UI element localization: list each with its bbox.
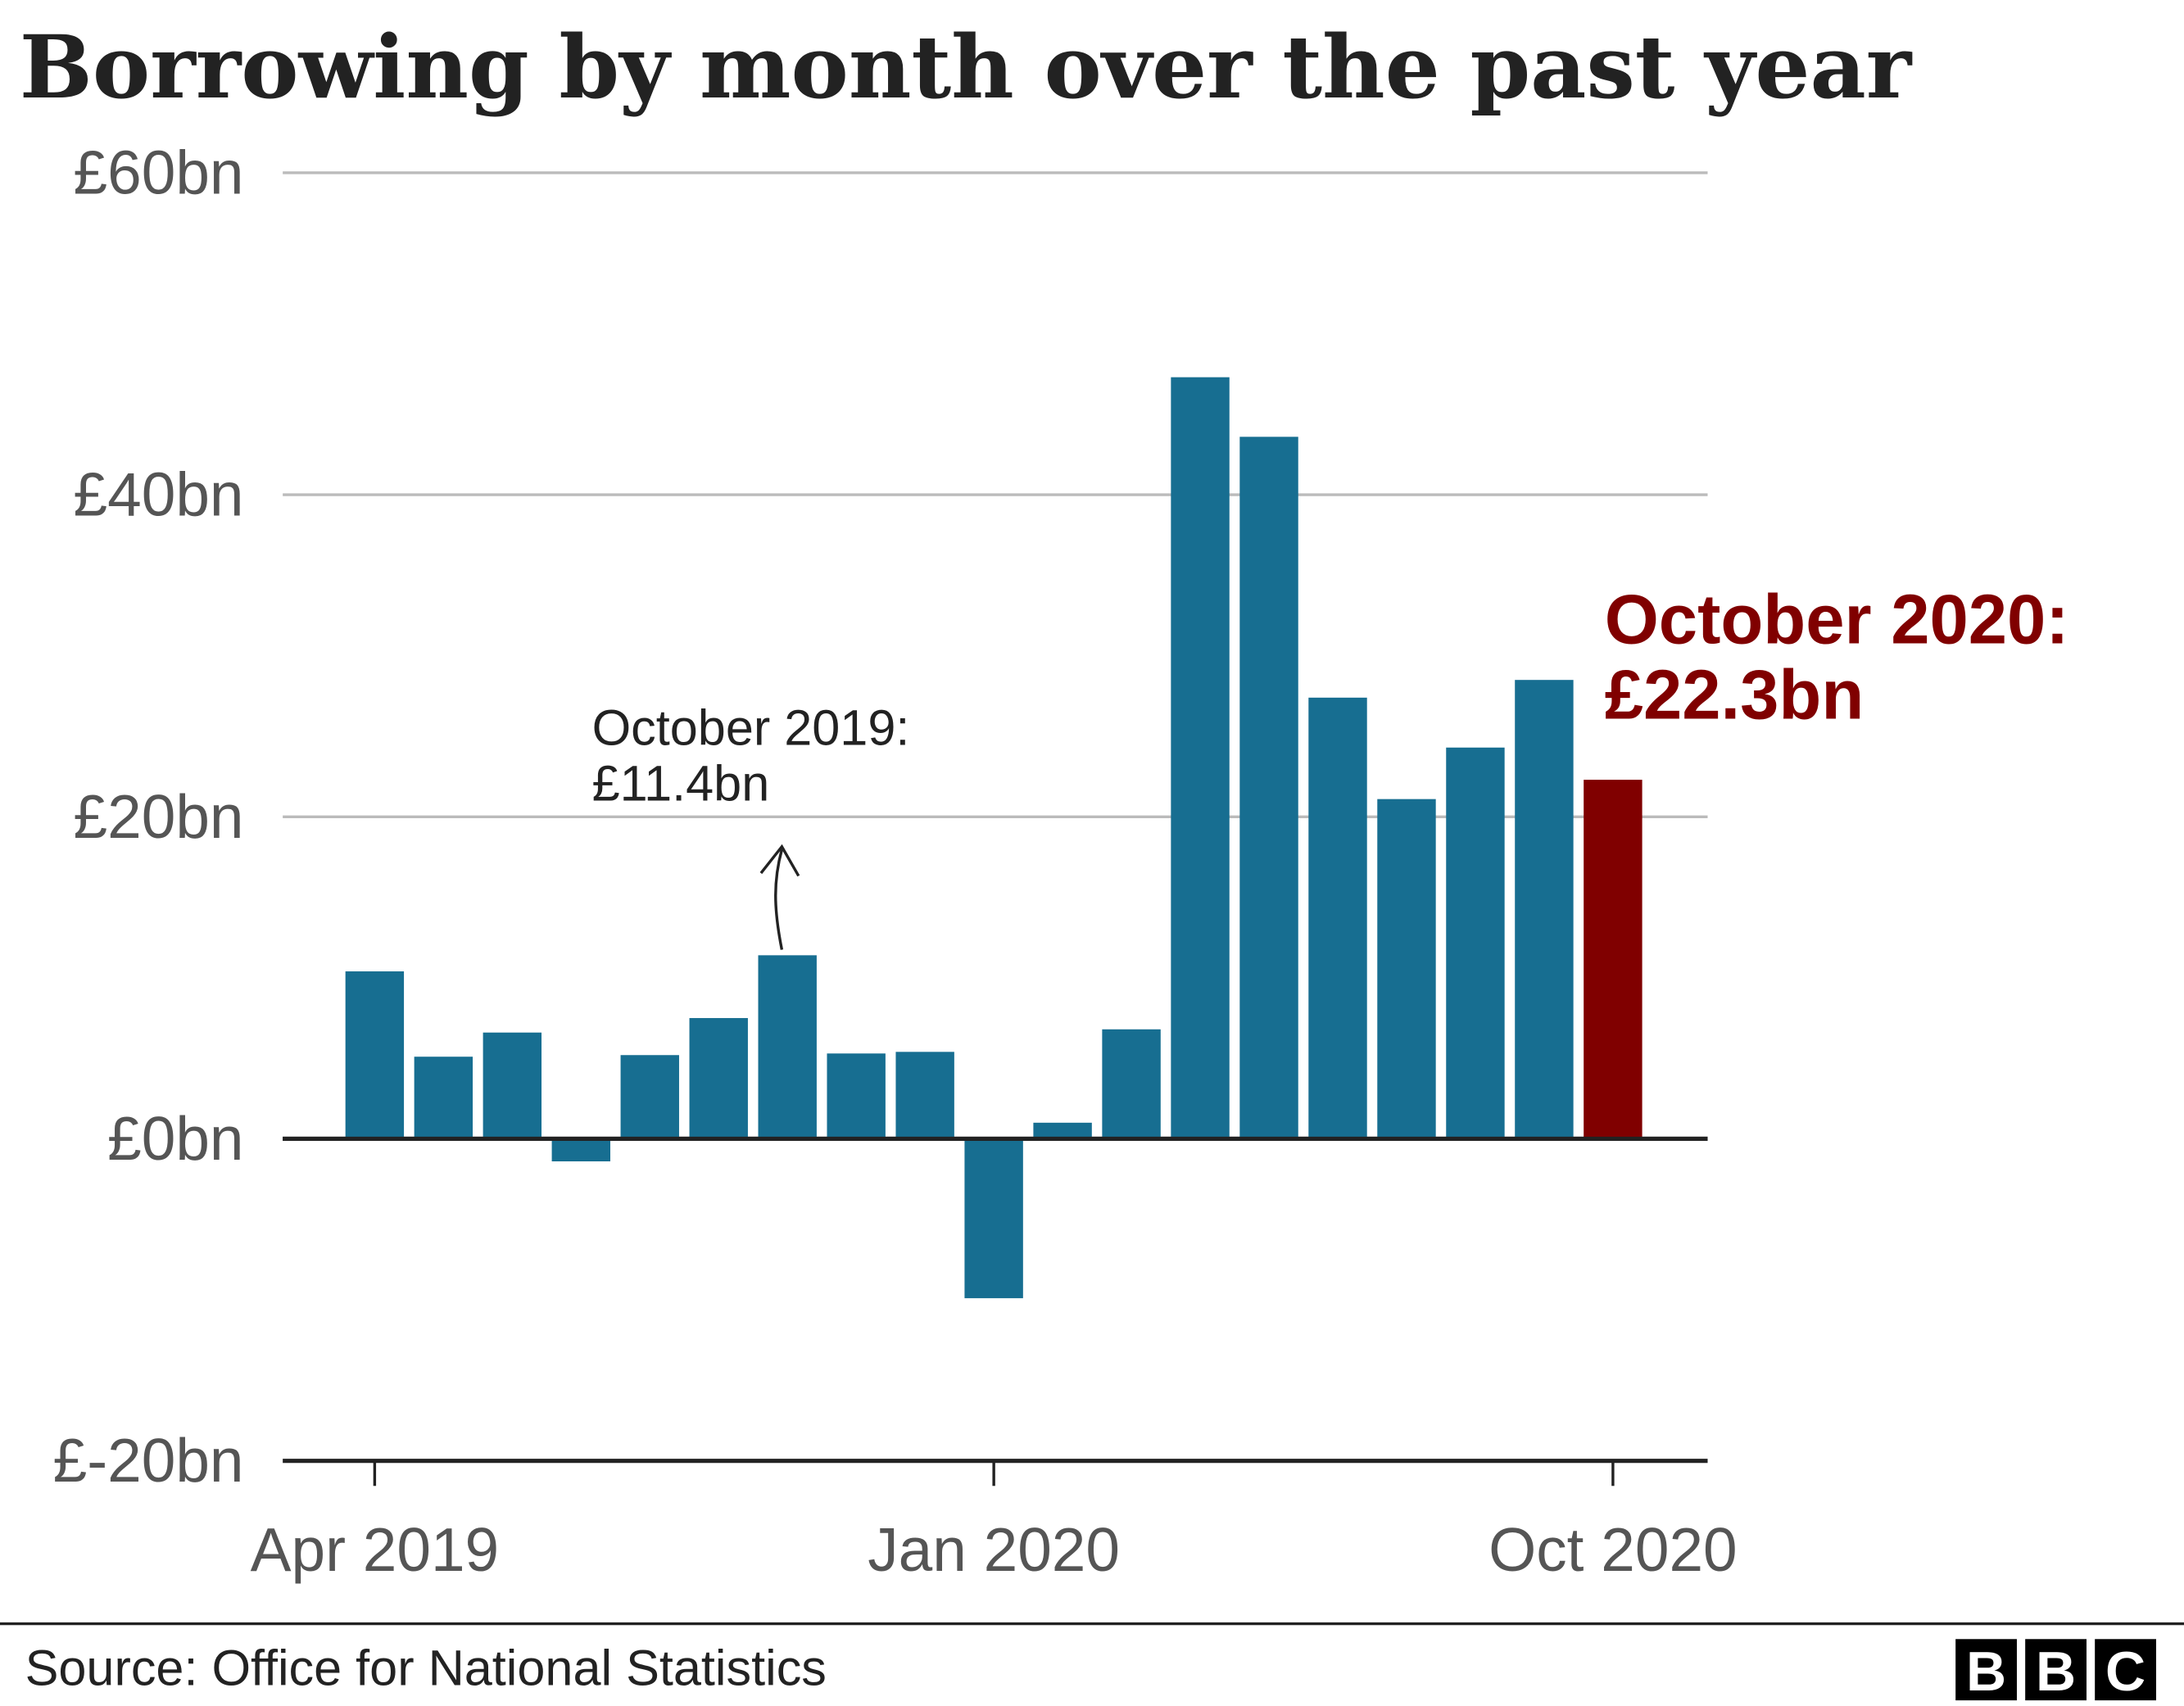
annotations: October 2019:£11.4bn October 2020:£22.3bn <box>592 581 2069 950</box>
annotation-label: October 2019: <box>592 700 910 756</box>
bar-feb-2020 <box>1033 1122 1092 1139</box>
bar-may-2019 <box>414 1057 474 1139</box>
logo-letter: C <box>2105 1640 2145 1703</box>
annotation-arrow <box>774 848 784 950</box>
y-tick-label: £20bn <box>74 782 244 851</box>
bars <box>283 377 1708 1299</box>
bar-jan-2020 <box>964 1138 1023 1299</box>
y-tick-label: £40bn <box>74 460 244 529</box>
logo-letter: B <box>1966 1640 2006 1703</box>
logo-letter: B <box>2036 1640 2076 1703</box>
bar-oct-2020 <box>1584 780 1643 1139</box>
y-tick-label: £-20bn <box>53 1426 244 1495</box>
x-axis: Apr 2019 Jan 2020 Oct 2020 <box>251 1460 1738 1584</box>
bar-aug-2019 <box>620 1055 679 1139</box>
bar-dec-2019 <box>895 1052 954 1139</box>
bar-aug-2020 <box>1446 747 1505 1139</box>
bar-jun-2020 <box>1308 697 1367 1139</box>
y-tick-label: £60bn <box>74 138 244 206</box>
bar-nov-2019 <box>827 1053 886 1139</box>
x-tick-label: Jan 2020 <box>868 1515 1120 1584</box>
bar-apr-2020 <box>1171 377 1230 1139</box>
bar-jul-2019 <box>551 1138 610 1162</box>
bar-sep-2020 <box>1515 680 1574 1139</box>
source-text: Source: Office for National Statistics <box>25 1640 827 1695</box>
logo-block <box>2025 1639 2087 1701</box>
x-tick-label: Oct 2020 <box>1488 1515 1738 1584</box>
bar-oct-2019 <box>758 955 817 1139</box>
logo-block <box>1955 1639 2017 1701</box>
bar-jul-2020 <box>1377 799 1436 1139</box>
y-tick-label: £0bn <box>107 1104 243 1173</box>
highlight-label: £22.3bn <box>1605 656 1865 734</box>
bar-sep-2019 <box>689 1018 748 1139</box>
annotation-label: £11.4bn <box>592 756 770 812</box>
chart-title: Borrowing by month over the past year <box>20 16 1913 118</box>
bar-may-2020 <box>1239 437 1298 1139</box>
bar-jun-2019 <box>483 1032 542 1139</box>
bar-apr-2019 <box>345 971 405 1139</box>
logo-block <box>2095 1639 2156 1701</box>
bar-mar-2020 <box>1102 1029 1161 1139</box>
y-axis: £-20bn £0bn £20bn £40bn £60bn <box>53 138 244 1495</box>
arrow-head <box>759 844 800 877</box>
highlight-label: October 2020: <box>1605 581 2069 659</box>
x-tick-label: Apr 2019 <box>251 1515 500 1584</box>
